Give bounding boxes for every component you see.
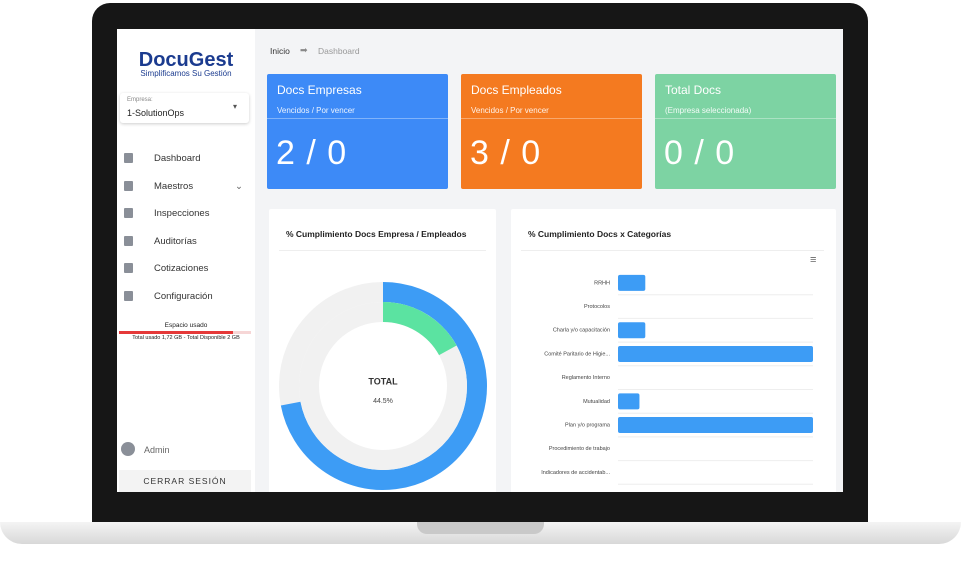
card-divider bbox=[461, 118, 642, 119]
sidebar: DocuGest Simplificamos Su Gestión Empres… bbox=[117, 29, 255, 492]
category-label: Mutualidad bbox=[583, 399, 610, 405]
logout-button[interactable]: CERRAR SESIÓN bbox=[119, 470, 251, 492]
card-divider bbox=[655, 118, 836, 119]
user-name: Admin bbox=[144, 445, 170, 455]
breadcrumb-arrow: ➡ bbox=[300, 45, 308, 55]
breadcrumb-current: Dashboard bbox=[318, 46, 360, 56]
divider bbox=[521, 250, 824, 251]
storage-bar bbox=[119, 331, 233, 334]
card-value: 2 / 0 bbox=[276, 134, 348, 172]
category-label: Charla y/o capacitación bbox=[553, 328, 610, 334]
chart-menu[interactable]: ≡ bbox=[810, 254, 817, 266]
divider bbox=[279, 250, 486, 251]
center-value: 44.5% bbox=[373, 398, 393, 405]
menu-item[interactable]: Maestros bbox=[154, 180, 194, 192]
storage-track bbox=[119, 331, 251, 334]
menu-icon bbox=[124, 235, 133, 246]
center-label: TOTAL bbox=[368, 376, 398, 386]
card-subtitle: Vencidos / Por vencer bbox=[277, 106, 355, 115]
panel-donut: % Cumplimiento Docs Empresa / Empleados … bbox=[269, 209, 496, 492]
menu-icon bbox=[124, 263, 133, 274]
tagline: Simplificamos Su Gestión bbox=[140, 69, 232, 78]
card-subtitle: (Empresa seleccionada) bbox=[665, 106, 752, 115]
company-name: 1-SolutionOps bbox=[127, 108, 185, 118]
bar bbox=[618, 345, 813, 362]
category-label: Comité Paritario de Higie... bbox=[544, 351, 610, 357]
bar bbox=[618, 393, 640, 410]
category-label: Plan y/o programa bbox=[565, 423, 611, 429]
menu-icon bbox=[124, 153, 133, 163]
card-subtitle: Vencidos / Por vencer bbox=[471, 106, 549, 115]
category-label: Protocolos bbox=[584, 304, 610, 310]
logo: DocuGest bbox=[138, 49, 234, 71]
menu-item[interactable]: Dashboard bbox=[154, 153, 201, 164]
avatar bbox=[121, 442, 135, 456]
card-value: 3 / 0 bbox=[470, 134, 542, 172]
screen: DocuGest Simplificamos Su Gestión Empres… bbox=[117, 29, 843, 492]
breadcrumb-home[interactable]: Inicio bbox=[270, 46, 290, 56]
stat-card: Docs Empleados Vencidos / Por vencer 3 / 0 bbox=[461, 74, 642, 189]
category-label: RRHH bbox=[594, 280, 610, 286]
storage-title: Espacio usado bbox=[164, 322, 208, 329]
storage-detail: Total usado 1,72 GB - Total Disponible 2… bbox=[132, 335, 240, 341]
menu-item[interactable]: Configuración bbox=[154, 291, 213, 302]
menu-icon bbox=[124, 180, 133, 191]
bar-chart: RRHH Protocolos Charla y/o capacitación Com… bbox=[541, 274, 813, 485]
center-fill bbox=[319, 322, 447, 450]
ring-value bbox=[280, 282, 487, 490]
dropdown-arrow: ▾ bbox=[233, 102, 238, 111]
stat-card: Total Docs (Empresa seleccionada) 0 / 0 bbox=[655, 74, 836, 189]
panel-bars: % Cumplimiento Docs x Categorías ≡ RRHH P… bbox=[511, 209, 836, 492]
bar bbox=[618, 322, 646, 339]
menu-item[interactable]: Inspecciones bbox=[154, 208, 210, 220]
company-label: Empresa: bbox=[127, 97, 153, 103]
company-select[interactable]: Empresa: 1-SolutionOps ▾ bbox=[120, 93, 249, 123]
category-label: Indicadores de accidentab... bbox=[541, 470, 610, 476]
panel-title: % Cumplimiento Docs x Categorías bbox=[528, 229, 672, 239]
card-title: Docs Empleados bbox=[471, 83, 562, 97]
category-label: Reglamento Interno bbox=[562, 375, 610, 381]
donut-chart: TOTAL 44.5% bbox=[279, 282, 487, 490]
stat-card: Docs Empresas Vencidos / Por vencer 2 / 0 bbox=[267, 74, 448, 189]
menu-icon bbox=[124, 208, 133, 219]
ring-value bbox=[382, 302, 457, 356]
card-value: 0 / 0 bbox=[664, 134, 736, 172]
panel-title: % Cumplimiento Docs Empresa / Empleados bbox=[286, 229, 467, 239]
chevron: ⌄ bbox=[235, 180, 243, 192]
laptop-notch bbox=[417, 522, 544, 534]
menu-item[interactable]: Cotizaciones bbox=[154, 263, 209, 275]
card-divider bbox=[267, 118, 448, 119]
menu-icon bbox=[124, 291, 133, 301]
card-title: Docs Empresas bbox=[277, 83, 362, 97]
bar bbox=[618, 417, 813, 434]
bar bbox=[618, 274, 646, 291]
category-label: Procedimiento de trabajo bbox=[549, 446, 610, 452]
card-title: Total Docs bbox=[665, 83, 722, 97]
menu-item[interactable]: Auditorías bbox=[154, 235, 197, 247]
